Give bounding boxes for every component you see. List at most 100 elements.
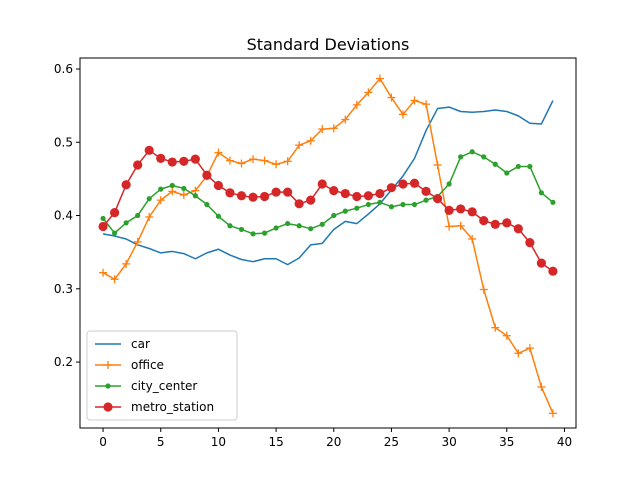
data-point-dot-marker [250, 231, 256, 237]
data-point-plus-marker [122, 259, 131, 268]
x-tick-label: 10 [211, 435, 226, 449]
data-point-circle-marker [144, 145, 154, 155]
data-point-dot-marker [296, 223, 302, 229]
data-point-circle-marker [548, 266, 558, 276]
series-line-car [102, 100, 554, 266]
data-point-dot-marker [215, 213, 222, 219]
data-point-dot-marker [227, 223, 233, 229]
data-point-dot-marker [388, 204, 395, 210]
data-point-plus-marker [179, 191, 188, 200]
data-point-dot-marker [365, 201, 371, 208]
y-tick-label: 0.5 [54, 135, 73, 149]
data-point-plus-marker [306, 136, 315, 145]
data-point-circle-marker [98, 221, 108, 232]
data-point-plus-marker [375, 74, 384, 83]
chart-title: Standard Deviations [247, 35, 410, 54]
data-point-circle-marker [456, 204, 466, 214]
data-point-plus-marker [456, 221, 465, 230]
data-point-circle-marker [421, 186, 431, 196]
data-point-plus-marker [133, 237, 142, 246]
data-point-plus-marker [341, 115, 350, 124]
data-point-dot-marker [423, 197, 429, 203]
legend-label: office [131, 358, 164, 372]
x-tick-label: 0 [99, 435, 107, 449]
data-point-circle-marker [121, 180, 131, 190]
y-axis: 0.2 0.3 0.4 0.5 0.6 [54, 62, 80, 369]
data-point-dot-marker [342, 208, 348, 214]
data-point-dot-marker [400, 201, 406, 208]
data-point-plus-marker [410, 96, 419, 105]
data-point-dot-marker [504, 170, 510, 176]
data-point-plus-marker [110, 275, 119, 284]
data-point-plus-marker [537, 382, 546, 391]
data-point-circle-marker [248, 192, 258, 202]
x-tick-label: 25 [384, 435, 399, 449]
data-point-circle-marker [490, 219, 500, 229]
data-point-circle-marker [225, 188, 235, 198]
data-point-circle-marker [502, 218, 512, 228]
data-point-dot-marker [354, 205, 360, 211]
data-point-circle-marker [179, 156, 189, 166]
x-tick-label: 15 [268, 435, 283, 449]
y-tick-label: 0.6 [54, 62, 73, 76]
series-metro-station [98, 145, 558, 276]
legend-item-city-center: city_center [95, 379, 197, 393]
data-point-circle-marker [213, 180, 224, 191]
data-point-dot-marker [377, 199, 383, 205]
y-tick-label: 0.4 [54, 209, 73, 223]
data-point-plus-marker [445, 222, 454, 231]
data-point-dot-marker [481, 154, 487, 160]
data-point-dot-marker [308, 226, 314, 232]
data-point-plus-marker [260, 156, 269, 165]
data-point-circle-marker [536, 258, 546, 268]
series-car [102, 100, 554, 266]
data-point-plus-marker [272, 160, 281, 169]
data-point-circle-marker [306, 195, 316, 205]
data-point-circle-marker [294, 199, 304, 209]
data-point-circle-marker [110, 207, 120, 218]
data-point-circle-marker [409, 178, 420, 188]
series-city-center [100, 149, 556, 237]
data-point-dot-marker [446, 181, 452, 187]
data-point-dot-marker [261, 230, 268, 236]
data-point-dot-marker [515, 163, 521, 170]
data-point-dot-marker [204, 201, 210, 208]
data-point-dot-marker [538, 190, 544, 196]
legend-label: city_center [131, 379, 197, 393]
data-point-plus-marker [352, 100, 361, 109]
data-point-circle-marker [479, 216, 489, 226]
data-point-circle-marker [317, 179, 327, 189]
data-point-circle-marker [283, 187, 293, 197]
data-point-plus-marker [514, 349, 523, 358]
data-point-plus-marker [548, 409, 557, 418]
data-point-plus-marker [168, 187, 177, 196]
data-point-circle-marker [375, 188, 385, 199]
data-point-plus-marker [468, 234, 477, 243]
legend-label: metro_station [131, 400, 214, 414]
data-point-plus-marker [525, 344, 534, 353]
data-point-circle-marker [271, 187, 281, 197]
series-office [99, 74, 557, 418]
data-point-circle-marker [513, 224, 523, 234]
legend-label: car [131, 337, 150, 351]
data-point-dot-marker [273, 225, 279, 231]
data-point-plus-marker [479, 285, 488, 294]
data-point-plus-marker [237, 159, 246, 168]
x-tick-label: 30 [441, 435, 456, 449]
data-point-circle-marker [444, 205, 454, 215]
data-point-circle-marker [467, 207, 477, 217]
data-point-dot-marker [112, 230, 118, 236]
legend: car office city_center metro_station [86, 330, 238, 421]
x-axis: 0 5 10 15 20 25 30 35 40 [99, 428, 572, 449]
legend-item-car: car [95, 337, 150, 351]
data-point-dot-marker [527, 163, 533, 170]
data-point-circle-marker [133, 160, 143, 170]
data-point-dot-marker [238, 226, 245, 233]
data-point-dot-marker [469, 149, 475, 155]
data-point-dot-marker [411, 201, 418, 208]
data-point-dot-marker [135, 212, 141, 219]
data-point-plus-marker [387, 93, 396, 102]
data-point-plus-marker [225, 156, 234, 165]
data-point-plus-marker [318, 125, 327, 134]
data-point-plus-marker [214, 148, 223, 157]
